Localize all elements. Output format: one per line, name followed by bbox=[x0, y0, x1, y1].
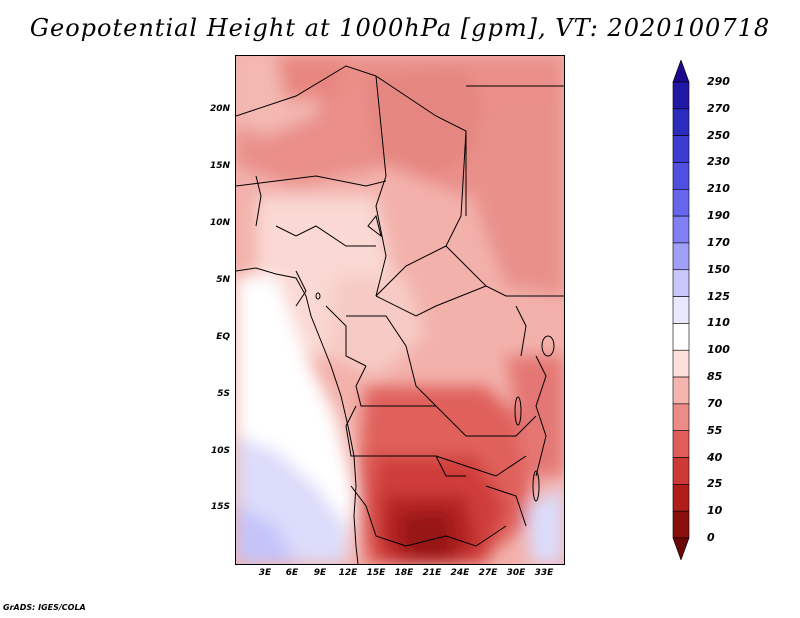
colorbar-cell bbox=[672, 537, 690, 560]
lon-label-24e: 24E bbox=[450, 568, 470, 578]
lat-label-15n: 15N bbox=[209, 161, 230, 171]
lat-label-10s: 10S bbox=[210, 446, 230, 456]
geopotential-field bbox=[236, 56, 564, 564]
colorbar-label: 150 bbox=[707, 262, 730, 276]
colorbar-label: 40 bbox=[707, 450, 723, 464]
colorbar-label: 85 bbox=[707, 370, 723, 384]
colorbar-label: 290 bbox=[707, 75, 730, 88]
colorbar-label: 10 bbox=[707, 504, 723, 518]
colorbar-cells bbox=[672, 60, 690, 560]
colorbar-label: 270 bbox=[707, 101, 730, 115]
colorbar-cell bbox=[672, 60, 690, 83]
colorbar-cell bbox=[672, 376, 690, 405]
colorbar-label: 190 bbox=[707, 209, 730, 223]
lon-label-12e: 12E bbox=[338, 568, 358, 578]
lon-label-21e: 21E bbox=[422, 568, 442, 578]
lat-label-10n: 10N bbox=[209, 218, 230, 228]
colorbar-label: 250 bbox=[707, 128, 730, 142]
lon-label-6e: 6E bbox=[285, 568, 299, 578]
colorbar-label: 210 bbox=[707, 182, 730, 196]
colorbar bbox=[672, 60, 690, 560]
colorbar-cell bbox=[672, 135, 690, 163]
colorbar-cell bbox=[672, 349, 690, 378]
colorbar-cell bbox=[672, 215, 690, 244]
colorbar-cell bbox=[672, 188, 690, 217]
lon-label-30e: 30E bbox=[506, 568, 526, 578]
colorbar-label: 25 bbox=[707, 477, 723, 491]
lat-label-20n: 20N bbox=[209, 104, 230, 114]
colorbar-cell bbox=[672, 430, 690, 458]
country-borders bbox=[236, 65, 564, 547]
lon-label-18e: 18E bbox=[394, 568, 414, 578]
lon-label-33e: 33E bbox=[534, 568, 554, 578]
colorbar-cell bbox=[672, 510, 690, 539]
lon-label-3e: 3E bbox=[258, 568, 272, 578]
colorbar-label: 55 bbox=[707, 423, 723, 437]
colorbar-cell bbox=[672, 403, 690, 432]
colorbar-label: 0 bbox=[707, 531, 715, 544]
lat-label-5n: 5N bbox=[216, 275, 230, 285]
colorbar-label: 100 bbox=[707, 343, 730, 357]
colorbar-cell bbox=[672, 296, 690, 324]
colorbar-cell bbox=[672, 81, 690, 110]
colorbar-cell bbox=[672, 162, 690, 190]
colorbar-label: 230 bbox=[707, 155, 730, 169]
lat-label-5s: 5S bbox=[217, 389, 230, 399]
lat-label-15s: 15S bbox=[210, 502, 230, 512]
lat-label-eq: EQ bbox=[216, 332, 230, 342]
colorbar-label: 110 bbox=[707, 316, 730, 330]
map-panel bbox=[235, 55, 565, 565]
colorbar-cell bbox=[672, 457, 690, 485]
field-shading bbox=[236, 56, 564, 564]
colorbar-cell bbox=[672, 269, 690, 297]
colorbar-cell bbox=[672, 242, 690, 271]
colorbar-cell bbox=[672, 323, 690, 351]
lon-label-27e: 27E bbox=[478, 568, 498, 578]
colorbar-label: 170 bbox=[707, 235, 730, 249]
lon-label-9e: 9E bbox=[313, 568, 327, 578]
grads-credit: GrADS: IGES/COLA bbox=[3, 603, 86, 612]
colorbar-label: 70 bbox=[707, 396, 723, 410]
colorbar-cell bbox=[672, 484, 690, 512]
coastline bbox=[236, 267, 359, 564]
colorbar-label: 125 bbox=[707, 289, 730, 303]
lakes bbox=[315, 214, 555, 502]
colorbar-cell bbox=[672, 108, 690, 136]
lon-label-15e: 15E bbox=[366, 568, 386, 578]
map-title: Geopotential Height at 1000hPa [gpm], VT… bbox=[29, 14, 771, 42]
